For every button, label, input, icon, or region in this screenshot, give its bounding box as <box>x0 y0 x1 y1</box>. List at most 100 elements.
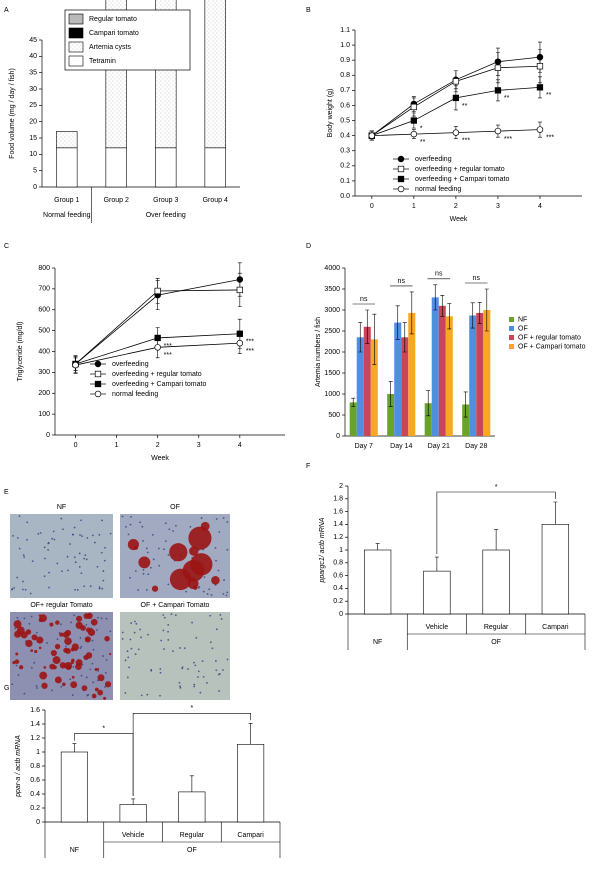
nucleus <box>201 660 204 662</box>
nucleus <box>60 623 62 626</box>
nucleus <box>73 526 76 529</box>
error-bar <box>388 381 393 407</box>
nucleus <box>18 547 21 550</box>
nucleus <box>89 668 92 671</box>
error-bar <box>395 305 400 340</box>
nucleus <box>220 618 223 620</box>
significance: * <box>191 705 194 712</box>
legend-label: Tetramin <box>89 58 116 65</box>
lipid-droplet <box>104 681 112 688</box>
nucleus <box>164 522 167 525</box>
nucleus <box>218 531 221 533</box>
nucleus <box>44 557 46 560</box>
legend-label: overfeeding <box>415 156 452 163</box>
nucleus <box>137 589 140 591</box>
y-tick-label: 1.4 <box>333 521 343 528</box>
lipid-droplet <box>169 568 192 591</box>
nucleus <box>179 685 181 688</box>
lipid-droplet <box>64 662 73 670</box>
nucleus <box>23 617 26 620</box>
nucleus <box>121 638 124 640</box>
nucleus <box>102 570 105 572</box>
nucleus <box>96 629 98 631</box>
nucleus <box>167 583 170 586</box>
lipid-droplet <box>59 662 67 669</box>
nucleus <box>29 592 32 595</box>
nucleus <box>208 588 211 591</box>
marker <box>154 334 161 342</box>
y-tick-label: 1000 <box>324 391 340 398</box>
nucleus <box>62 528 64 531</box>
panel-label: F <box>306 463 310 470</box>
nucleus <box>145 547 148 550</box>
nucleus <box>56 638 59 641</box>
nucleus <box>129 523 132 526</box>
marker <box>494 87 502 94</box>
annotation: ns <box>473 275 481 282</box>
lipid-droplet <box>169 543 188 562</box>
nucleus <box>160 639 163 642</box>
lipid-droplet <box>43 666 47 669</box>
lipid-droplet <box>85 627 92 633</box>
nucleus <box>104 671 107 674</box>
nucleus <box>159 671 162 674</box>
nucleus <box>142 540 144 542</box>
nucleus <box>158 564 161 567</box>
image-label: OF + Campari Tomato <box>141 602 210 609</box>
significance: ** <box>420 139 426 146</box>
marker <box>236 339 244 347</box>
y-tick-label: 2500 <box>324 328 340 335</box>
y-axis-label: Artemia numbers / fish <box>315 317 322 387</box>
legend-marker <box>94 370 102 378</box>
lipid-droplet <box>15 652 19 656</box>
error-bar <box>372 313 377 365</box>
error-bar <box>409 291 414 335</box>
nucleus <box>198 585 201 588</box>
panel-label: B <box>306 7 311 14</box>
nucleus <box>48 586 50 589</box>
y-tick-label: 0.9 <box>340 57 350 64</box>
lipid-droplet <box>34 649 38 654</box>
legend-swatch <box>509 317 514 322</box>
nucleus <box>80 645 83 648</box>
nucleus <box>167 554 170 556</box>
lipid-droplet <box>97 689 104 696</box>
nucleus <box>139 521 141 524</box>
nucleus <box>140 694 143 697</box>
nucleus <box>104 546 106 549</box>
marker <box>494 64 502 71</box>
nucleus <box>222 669 224 671</box>
lipid-droplet <box>85 652 93 659</box>
error-bar <box>433 284 438 311</box>
nucleus <box>98 586 101 589</box>
significance: *** <box>246 339 254 346</box>
nucleus <box>193 683 196 686</box>
nucleus <box>56 562 59 565</box>
nucleus <box>12 534 14 537</box>
nucleus <box>83 585 86 588</box>
significance: ** <box>462 103 468 110</box>
y-tick-label: 0.4 <box>340 132 350 139</box>
nucleus <box>202 675 205 678</box>
nucleus <box>206 593 209 595</box>
bar <box>408 312 416 436</box>
y-tick-label: 0.8 <box>30 763 40 770</box>
marker <box>452 94 460 102</box>
nucleus <box>52 530 55 533</box>
marker <box>236 330 243 337</box>
x-tick-label: 1 <box>412 203 416 210</box>
lipid-droplet <box>63 647 69 653</box>
y-tick-label: 0 <box>36 819 40 826</box>
nucleus <box>167 624 170 626</box>
nucleus <box>222 517 225 519</box>
error-bar <box>484 288 489 332</box>
nucleus <box>83 557 86 560</box>
nucleus <box>134 620 136 623</box>
error-bar <box>434 556 439 572</box>
nucleus <box>225 594 228 597</box>
nucleus <box>85 558 88 561</box>
nucleus <box>215 628 218 631</box>
legend-label: Artemia cysts <box>89 44 132 51</box>
bar <box>462 404 470 436</box>
